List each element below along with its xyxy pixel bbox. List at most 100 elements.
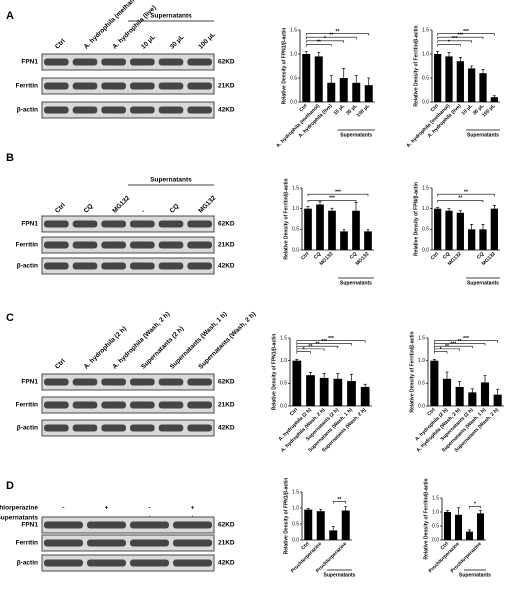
y-tick-label: 0.0 xyxy=(290,99,297,105)
blot-band xyxy=(130,378,155,386)
bar xyxy=(443,512,452,540)
x-tick-label: CQ xyxy=(349,251,359,261)
blot-strip xyxy=(41,373,215,391)
blot-band xyxy=(158,220,184,228)
significance-label: *** xyxy=(452,36,458,42)
blot-band xyxy=(44,106,69,114)
y-axis-label: Relative Density of FPN1/β-actin xyxy=(271,334,277,411)
treatment-label: Prochlorperazine xyxy=(0,505,38,512)
significance-label: *** xyxy=(457,33,463,39)
blot-band xyxy=(187,241,212,249)
group-label: Supernatants xyxy=(459,572,491,578)
significance-bracket xyxy=(434,348,460,351)
bar xyxy=(292,360,302,406)
significance-bracket xyxy=(307,193,369,197)
blot-band xyxy=(44,559,83,567)
significance-bracket xyxy=(296,348,325,351)
panel-letter: C xyxy=(6,312,14,324)
lane-label: 100 μL xyxy=(197,31,217,51)
blot-band xyxy=(72,241,98,249)
bar xyxy=(479,73,487,102)
blot-strip xyxy=(41,236,215,254)
blot-band xyxy=(101,262,126,270)
y-tick-label: 0.5 xyxy=(292,521,299,527)
size-label: 42KD xyxy=(218,263,235,270)
y-tick-label: 0.5 xyxy=(290,75,297,81)
row-label: Ferritin xyxy=(16,540,38,547)
bar xyxy=(468,229,476,250)
blot-band xyxy=(72,424,98,432)
bar xyxy=(327,82,336,102)
x-tick-label: Ctrl xyxy=(298,103,309,114)
blot-band xyxy=(101,241,126,249)
significance-label: *** xyxy=(335,190,341,196)
size-label: 21KD xyxy=(218,540,235,547)
lane-label: MG132 xyxy=(197,194,217,214)
row-label: Ferritin xyxy=(16,402,38,409)
blot-strip xyxy=(41,396,215,414)
significance-bracket xyxy=(437,193,495,197)
bar xyxy=(442,378,452,406)
blot-band xyxy=(158,82,184,90)
y-tick-label: 0.0 xyxy=(292,537,299,543)
bar xyxy=(490,97,498,102)
x-tick-label: Ctrl xyxy=(300,251,311,262)
significance-label: ** xyxy=(336,29,340,35)
blot-band xyxy=(158,106,184,114)
blot-band xyxy=(44,262,69,270)
blot-band xyxy=(187,106,212,114)
y-tick-label: 0.5 xyxy=(432,523,439,529)
panel-letter: B xyxy=(6,152,14,164)
blot-band xyxy=(101,58,126,66)
size-label: 42KD xyxy=(218,107,235,114)
significance-bracket xyxy=(469,506,481,509)
blot-band xyxy=(130,262,155,270)
y-tick-label: 0.5 xyxy=(292,227,299,233)
y-axis-label: Relative Density of Ferritin/β-actin xyxy=(413,25,419,106)
bar xyxy=(468,68,476,102)
blot-band xyxy=(72,82,98,90)
blot-band xyxy=(44,401,69,409)
significance-label: ** xyxy=(317,40,321,46)
significance-label: ** xyxy=(309,344,313,350)
size-label: 21KD xyxy=(218,242,235,249)
bar xyxy=(328,210,336,250)
row-label: β-actin xyxy=(17,425,38,432)
significance-bracket xyxy=(434,351,448,354)
x-tick-label: Ctrl xyxy=(289,407,300,418)
blot-band xyxy=(187,58,212,66)
y-tick-label: 0.0 xyxy=(422,247,429,253)
blot-band xyxy=(158,401,184,409)
blot-band xyxy=(130,106,155,114)
bar xyxy=(304,208,312,250)
size-label: 42KD xyxy=(218,425,235,432)
bar xyxy=(468,392,477,406)
significance-label: ** xyxy=(315,341,319,347)
significance-bracket xyxy=(296,351,311,354)
significance-label: *** xyxy=(329,196,335,202)
significance-bracket xyxy=(296,345,339,349)
blot-band xyxy=(130,539,169,547)
y-tick-label: 1.0 xyxy=(280,358,287,364)
bar xyxy=(479,229,487,250)
bar xyxy=(434,54,442,102)
y-tick-label: 1.5 xyxy=(290,27,297,33)
treatment-mark: + xyxy=(191,505,195,512)
size-label: 62KD xyxy=(218,221,235,228)
blot-band xyxy=(158,378,184,386)
bar xyxy=(314,56,323,102)
group-label: Supernatants xyxy=(340,280,372,286)
bar xyxy=(352,210,360,250)
y-tick-label: 1.0 xyxy=(290,51,297,57)
significance-bracket xyxy=(305,40,345,43)
significance-bracket xyxy=(307,200,357,203)
blot-band xyxy=(130,401,155,409)
lane-label: MG132 xyxy=(111,194,131,214)
blot-band xyxy=(101,401,126,409)
y-tick-label: 1.5 xyxy=(292,185,299,191)
blot-band xyxy=(44,82,69,90)
y-tick-label: 0.5 xyxy=(418,381,425,387)
group-label: Supernatants xyxy=(467,132,499,138)
bar xyxy=(360,386,370,406)
